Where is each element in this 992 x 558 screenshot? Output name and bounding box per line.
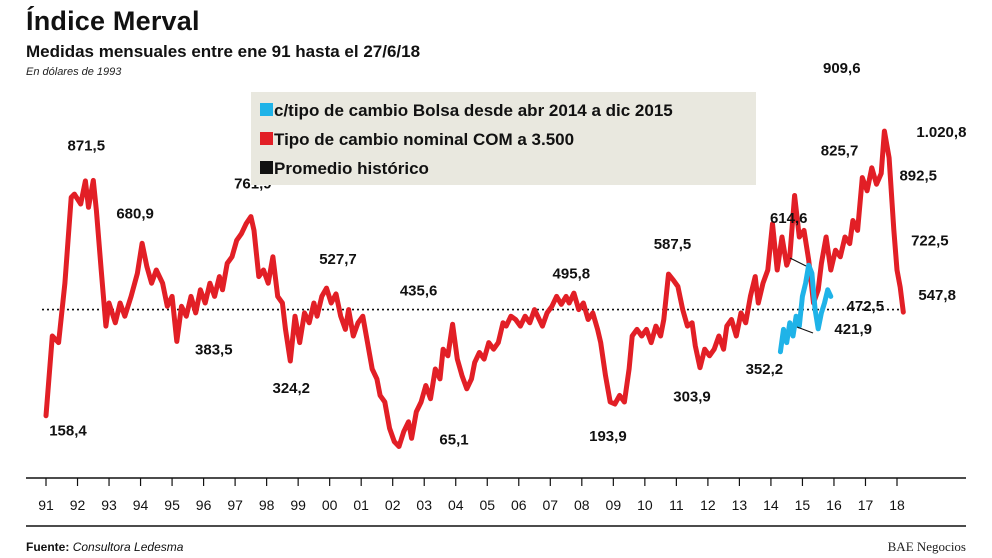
series-line-com [43,128,906,449]
data-label: 435,6 [400,282,438,299]
x-tick-label: 02 [385,497,401,513]
x-tick-label: 13 [732,497,748,513]
data-label: 193,9 [589,428,627,445]
legend-label: c/tipo de cambio Bolsa desde abr 2014 a … [274,101,673,120]
legend-box [251,92,756,185]
source-label: Fuente: [26,540,70,554]
data-label: 892,5 [899,167,937,184]
x-tick-label: 18 [889,497,905,513]
chart-subtitle: Medidas mensuales entre ene 91 hasta el … [26,42,421,61]
data-label: 158,4 [49,423,87,440]
x-tick-label: 98 [259,497,275,513]
x-tick-label: 05 [479,497,495,513]
data-label: 614,6 [770,210,808,227]
x-tick-label: 06 [511,497,527,513]
x-tick-label: 94 [133,497,149,513]
data-label: 421,9 [834,321,872,338]
x-tick-label: 00 [322,497,338,513]
x-tick-label: 09 [606,497,622,513]
data-label: 383,5 [195,341,233,358]
x-tick-label: 96 [196,497,212,513]
legend-swatch [260,103,273,116]
legend-swatch [260,132,273,145]
x-tick-label: 95 [164,497,180,513]
x-tick-label: 93 [101,497,117,513]
x-tick-label: 97 [227,497,243,513]
data-label: 472,5 [847,298,885,315]
data-label: 871,5 [68,137,106,154]
source-note: Fuente: Consultora Ledesma [26,540,183,554]
legend-label: Tipo de cambio nominal COM a 3.500 [274,130,574,149]
x-tick-label: 99 [290,497,306,513]
x-tick-label: 11 [669,497,684,513]
x-tick-label: 14 [763,497,779,513]
x-tick-label: 16 [826,497,842,513]
legend-label: Promedio histórico [274,159,429,178]
data-label: 1.020,8 [916,124,966,141]
x-tick-label: 10 [637,497,653,513]
legend-swatch [260,161,273,174]
leader-line [796,326,814,334]
data-label: 303,9 [673,389,711,406]
x-tick-label: 01 [353,497,369,513]
x-tick-label: 04 [448,497,464,513]
series-line-bolsa [777,262,834,355]
x-tick-label: 91 [38,497,54,513]
data-label: 825,7 [821,143,859,160]
data-label: 352,2 [746,361,784,378]
data-label: 324,2 [272,380,310,397]
data-label: 587,5 [654,236,692,253]
data-label: 680,9 [116,205,154,222]
brand-logo: BAE Negocios [887,539,966,554]
x-tick-label: 12 [700,497,716,513]
data-label: 527,7 [319,251,357,268]
data-label: 909,6 [823,60,861,77]
data-label: 495,8 [553,265,591,282]
data-label: 65,1 [439,432,468,449]
source-value: Consultora Ledesma [72,540,184,554]
x-tick-label: 92 [70,497,86,513]
x-tick-label: 15 [795,497,811,513]
data-label: 547,8 [918,287,956,304]
x-tick-label: 17 [858,497,874,513]
leader-line [789,257,807,267]
unit-note: En dólares de 1993 [26,66,122,78]
x-tick-label: 07 [543,497,559,513]
x-tick-label: 03 [416,497,432,513]
data-label: 722,5 [911,233,949,250]
x-tick-label: 08 [574,497,590,513]
chart-title: Índice Merval [26,6,200,36]
